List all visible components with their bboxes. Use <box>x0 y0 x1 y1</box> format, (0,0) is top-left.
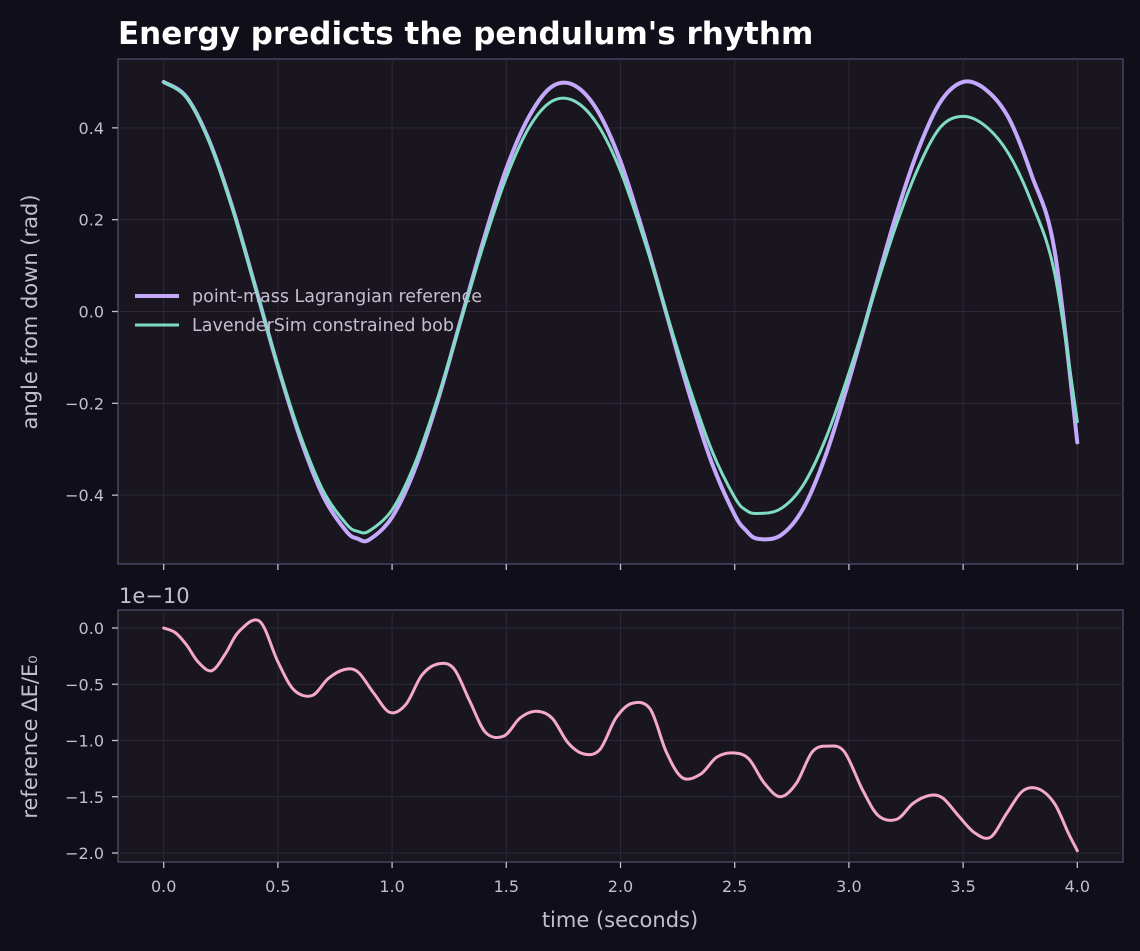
bottom-y-axis-label: reference ΔE/E₀ <box>18 655 42 818</box>
x-tick-label: 0.5 <box>265 877 290 896</box>
x-tick-label: 1.5 <box>494 877 519 896</box>
bottom-x-ticks: 0.0 0.5 1.0 1.5 2.0 2.5 3.0 3.5 4.0 <box>151 862 1090 896</box>
series-line-reference <box>161 79 1080 544</box>
top-x-tick-marks <box>163 564 1078 570</box>
y-tick-label: −0.4 <box>65 486 104 505</box>
x-tick-label: 4.0 <box>1065 877 1090 896</box>
top-grid <box>118 59 1123 564</box>
top-series <box>161 79 1080 544</box>
x-axis-label: time (seconds) <box>542 908 698 932</box>
bottom-y-offset-label: 1e−10 <box>119 584 190 608</box>
x-tick-label: 2.0 <box>608 877 633 896</box>
y-tick-label: 0.4 <box>79 119 104 138</box>
legend-label-reference: point-mass Lagrangian reference <box>192 287 482 307</box>
legend: point-mass Lagrangian reference Lavender… <box>135 287 482 336</box>
bottom-series <box>162 618 1079 853</box>
top-y-ticks: 0.4 0.2 0.0 −0.2 −0.4 <box>65 119 118 505</box>
series-line-energy <box>162 618 1079 853</box>
x-tick-label: 0.0 <box>151 877 176 896</box>
y-tick-label: −0.5 <box>65 675 104 694</box>
series-line-sim <box>162 80 1079 535</box>
chart-title: Energy predicts the pendulum's rhythm <box>118 16 813 52</box>
bottom-grid <box>118 610 1123 862</box>
x-tick-label: 3.5 <box>950 877 975 896</box>
y-tick-label: 0.0 <box>79 619 104 638</box>
y-tick-label: −1.0 <box>65 732 104 751</box>
x-tick-label: 1.0 <box>379 877 404 896</box>
y-tick-label: 0.0 <box>79 303 104 322</box>
bottom-y-ticks: 0.0 −0.5 −1.0 −1.5 −2.0 <box>65 619 118 863</box>
y-tick-label: −1.5 <box>65 788 104 807</box>
top-y-axis-label: angle from down (rad) <box>18 194 42 429</box>
y-tick-label: 0.2 <box>79 211 104 230</box>
x-tick-label: 2.5 <box>722 877 747 896</box>
y-tick-label: −2.0 <box>65 844 104 863</box>
x-tick-label: 3.0 <box>836 877 861 896</box>
y-tick-label: −0.2 <box>65 394 104 413</box>
legend-label-sim: LavenderSim constrained bob <box>192 316 454 336</box>
